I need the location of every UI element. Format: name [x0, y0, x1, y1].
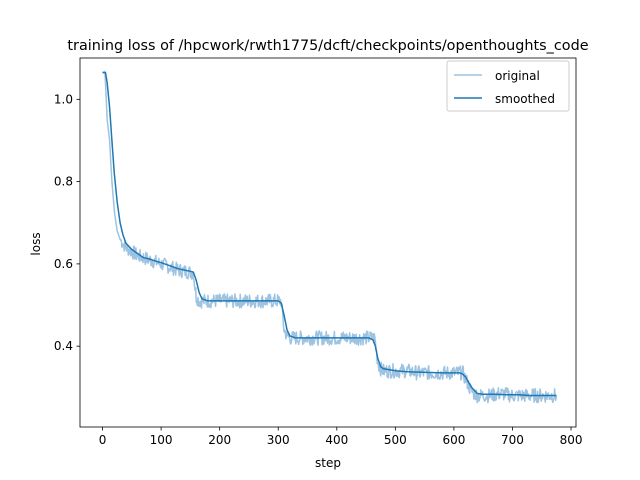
y-tick-label: 0.4 — [54, 339, 73, 353]
plot-area — [102, 70, 558, 404]
legend-label-original: original — [495, 69, 540, 83]
x-tick-label: 600 — [442, 433, 465, 447]
legend: original smoothed — [446, 60, 570, 112]
legend-label-smoothed: smoothed — [495, 92, 555, 106]
chart-title: training loss of /hpcwork/rwth1775/dcft/… — [67, 38, 588, 54]
y-tick-label: 0.6 — [54, 257, 73, 271]
x-axis-label: step — [315, 456, 341, 470]
axes-frame — [79, 57, 577, 428]
y-tick-label: 1.0 — [54, 92, 73, 106]
x-tick-label: 700 — [501, 433, 524, 447]
x-tick-label: 200 — [208, 433, 231, 447]
y-tick-label: 0.8 — [54, 175, 73, 189]
axes: 0 100 200 300 400 500 600 700 800 0.4 0.6 0.8 1.0 — [54, 57, 583, 447]
x-tick-label: 400 — [325, 433, 348, 447]
x-tick-label: 300 — [267, 433, 290, 447]
x-tick-label: 100 — [150, 433, 173, 447]
series-line-smoothed — [102, 71, 557, 397]
x-tick-label: 0 — [99, 433, 107, 447]
y-axis-label: loss — [29, 232, 43, 255]
x-tick-label: 800 — [560, 433, 583, 447]
x-tick-label: 500 — [384, 433, 407, 447]
